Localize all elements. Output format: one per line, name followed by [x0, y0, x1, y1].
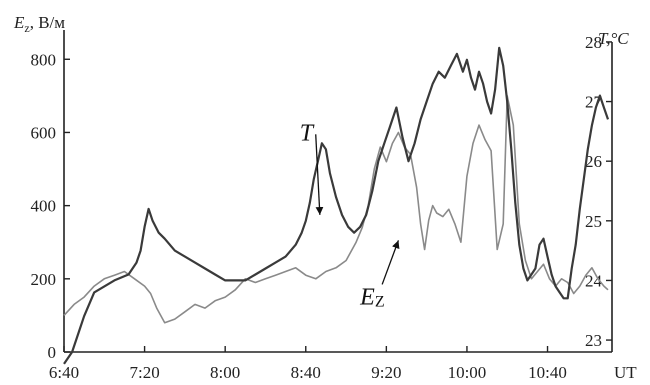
series-line-ez — [63, 95, 609, 324]
x-axis-label: UT — [614, 363, 637, 382]
left-tick-label: 200 — [31, 270, 57, 289]
annotation-t: T — [300, 120, 324, 215]
right-tick-label: 25 — [585, 212, 602, 231]
annotation-label-ez-main: E — [359, 284, 375, 310]
series-line-t — [63, 46, 610, 365]
left-tick-label: 400 — [31, 197, 57, 216]
left-axis-title-main: E — [13, 13, 25, 32]
right-axis-ticks: 23 24 25 26 27 28 — [585, 33, 612, 350]
x-tick-label: 8:00 — [210, 363, 240, 382]
x-tick-label: 10:40 — [528, 363, 567, 382]
x-tick-label: 10:00 — [448, 363, 487, 382]
annotation-arrow-ez — [381, 240, 400, 285]
x-tick-label: 6:40 — [49, 363, 79, 382]
left-axis-title: Ez, В/м — [13, 13, 65, 35]
right-tick-label: 24 — [585, 271, 603, 290]
annotation-ez: EZ — [359, 240, 400, 310]
x-tick-label: 9:20 — [371, 363, 401, 382]
plot-frame — [63, 30, 613, 353]
left-tick-label: 800 — [31, 50, 57, 69]
annotation-label-ez: EZ — [359, 284, 384, 310]
left-axis-ticks: 0 200 400 600 800 — [31, 50, 70, 362]
right-tick-label: 26 — [585, 152, 602, 171]
right-tick-label: 27 — [585, 93, 603, 112]
left-axis-title-sub: z — [24, 21, 29, 35]
left-axis-title-unit: , В/м — [30, 13, 66, 32]
right-tick-label: 28 — [585, 33, 602, 52]
right-axis-title: T,°C — [598, 29, 629, 48]
right-tick-label: 23 — [585, 331, 602, 350]
annotation-label-t: T — [300, 120, 315, 146]
x-tick-label: 8:40 — [291, 363, 321, 382]
x-axis-ticks: 6:40 7:20 8:00 8:40 9:20 10:00 10:40 — [49, 346, 567, 382]
left-tick-label: 0 — [48, 343, 57, 362]
annotation-arrow-t — [315, 134, 324, 215]
annotation-label-ez-sub: Z — [375, 293, 385, 310]
left-tick-label: 600 — [31, 123, 57, 142]
x-tick-label: 7:20 — [129, 363, 159, 382]
